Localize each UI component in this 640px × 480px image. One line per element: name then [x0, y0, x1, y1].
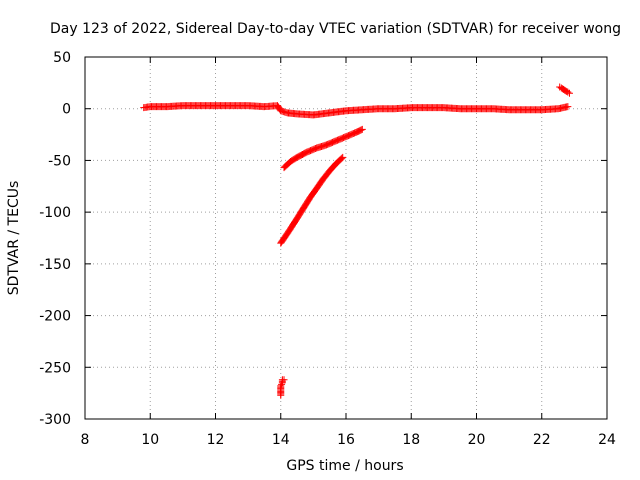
- x-tick-label: 12: [207, 432, 225, 448]
- x-tick-label: 10: [141, 432, 159, 448]
- y-tick-label: 0: [62, 102, 71, 118]
- x-tick-label: 14: [272, 432, 290, 448]
- data-point: [338, 154, 346, 162]
- points-layer: [140, 83, 573, 399]
- y-tick-label: -200: [39, 309, 71, 325]
- y-tick-label: -150: [39, 257, 71, 273]
- data-point: [564, 103, 572, 111]
- y-tick-label: -50: [48, 153, 71, 169]
- x-tick-label: 16: [337, 432, 355, 448]
- y-tick-label: -300: [39, 412, 71, 428]
- y-tick-label: -250: [39, 360, 71, 376]
- data-point: [358, 125, 366, 133]
- chart-title: Day 123 of 2022, Sidereal Day-to-day VTE…: [50, 21, 621, 37]
- x-axis-label: GPS time / hours: [286, 458, 403, 474]
- data-point: [280, 376, 288, 384]
- x-tick-label: 8: [81, 432, 90, 448]
- x-tick-label: 18: [402, 432, 420, 448]
- data-point: [278, 380, 286, 388]
- x-tick-label: 22: [533, 432, 551, 448]
- ticks-layer: 8 10 12 14 16 18 20 22 24 50 0 -50 -100 -150 -200 -250 -…: [39, 50, 616, 448]
- y-tick-label: -100: [39, 205, 71, 221]
- x-tick-label: 24: [598, 432, 616, 448]
- data-point: [339, 153, 347, 161]
- data-point: [357, 126, 365, 134]
- data-point: [564, 88, 572, 96]
- y-tick-label: 50: [53, 50, 71, 66]
- data-point: [565, 89, 573, 97]
- x-tick-label: 20: [468, 432, 486, 448]
- grid-layer: [85, 57, 607, 419]
- data-point: [277, 382, 285, 390]
- y-axis-label: SDTVAR / TECUs: [6, 181, 22, 296]
